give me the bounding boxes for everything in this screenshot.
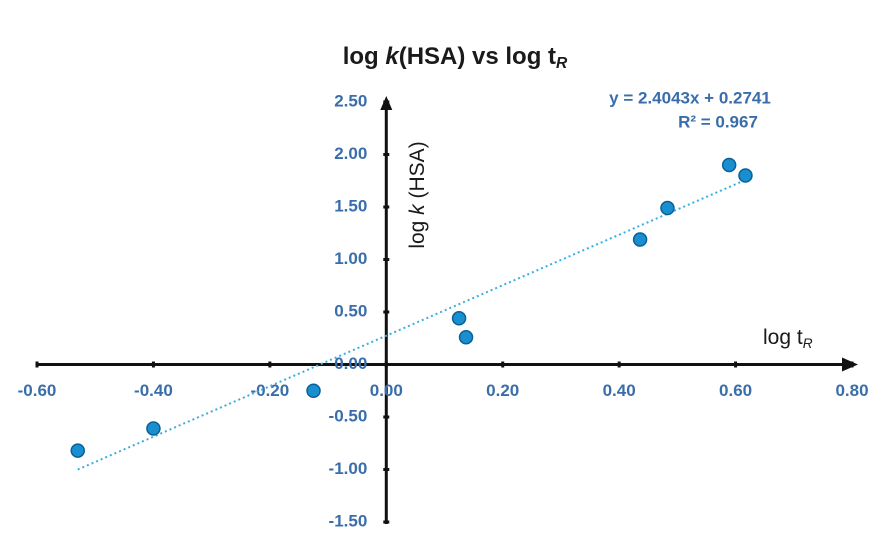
data-point — [721, 157, 737, 173]
x-tick-label: 0.20 — [486, 381, 519, 400]
trendline — [77, 179, 746, 471]
x-tick-label: 0.00 — [370, 381, 403, 400]
x-axis-label-part: R — [803, 336, 813, 351]
x-axis-label: log tR — [763, 326, 813, 351]
chart-title: log k(HSA) vs log tR — [343, 43, 568, 72]
y-tick-label: -0.50 — [329, 406, 368, 425]
data-point — [451, 311, 467, 326]
data-point — [632, 232, 648, 247]
y-tick-label: 2.00 — [334, 144, 367, 163]
y-axis-label: log k (HSA) — [406, 141, 429, 248]
x-tick-label: 0.60 — [719, 381, 752, 400]
chart-title-part: log — [343, 43, 386, 70]
data-point — [70, 443, 85, 458]
y-axis-label-part: k — [406, 203, 429, 215]
y-tick-label: 0.00 — [334, 354, 367, 373]
data-point — [306, 383, 321, 398]
chart-title-part: (HSA) vs log t — [399, 43, 556, 70]
y-tick-label: 1.50 — [334, 196, 367, 215]
data-point — [146, 421, 161, 436]
x-tick-label: -0.60 — [18, 381, 57, 400]
y-tick-label: -1.50 — [329, 511, 368, 530]
y-tick-label: 1.00 — [334, 249, 367, 268]
y-tick-label: -1.00 — [329, 459, 368, 478]
y-axis-label-part: (HSA) — [406, 141, 429, 204]
chart-title-part: k — [385, 43, 400, 70]
y-tick-label: 2.50 — [334, 91, 367, 110]
trendline-r2: R² = 0.967 — [678, 112, 758, 131]
trendline-equation: y = 2.4043x + 0.2741 — [609, 88, 771, 107]
data-point — [738, 168, 753, 183]
x-tick-label: 0.40 — [603, 381, 636, 400]
x-tick-label: -0.40 — [134, 381, 173, 400]
x-tick-label: 0.80 — [835, 381, 868, 400]
x-tick-label: -0.20 — [250, 381, 289, 400]
x-axis-arrow — [842, 357, 858, 372]
data-point — [458, 329, 474, 345]
y-axis-label-part: log — [406, 215, 429, 249]
x-axis-label-part: log t — [763, 326, 803, 349]
data-point — [660, 200, 675, 216]
y-tick-label: 0.50 — [334, 301, 367, 320]
chart-title-part: R — [556, 55, 568, 72]
